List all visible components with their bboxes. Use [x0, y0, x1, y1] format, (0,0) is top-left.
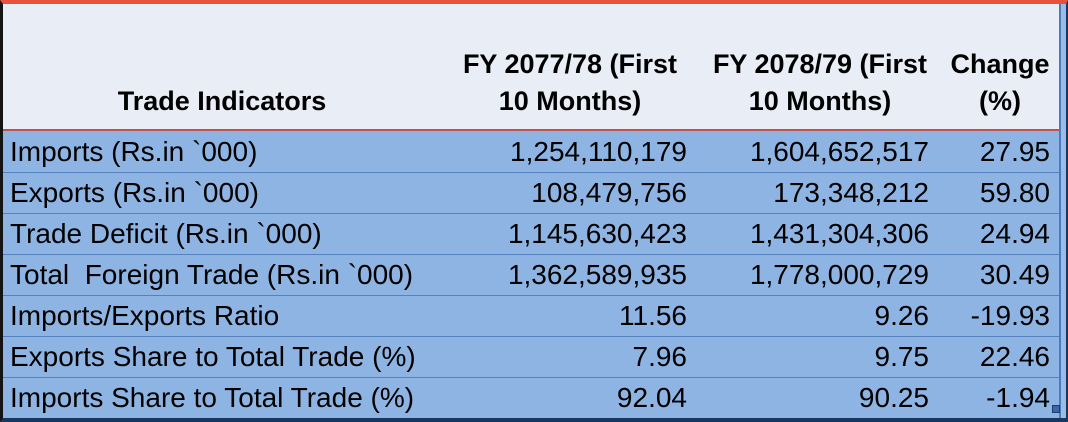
- col-header-fy-2077-78[interactable]: FY 2077/78 (First 10 Months): [441, 46, 699, 120]
- cell-indicator[interactable]: Imports/Exports Ratio: [10, 300, 280, 331]
- cell-fy-2077-78[interactable]: 1,145,630,423: [507, 218, 687, 249]
- cell-fy-2078-79[interactable]: 90.25: [858, 382, 929, 413]
- cell-indicator[interactable]: Exports (Rs.in `000): [10, 177, 259, 208]
- col-header-trade-indicators[interactable]: Trade Indicators: [117, 86, 327, 116]
- cell-indicator[interactable]: Exports Share to Total Trade (%): [10, 341, 416, 372]
- cell-fy-2078-79[interactable]: 1,431,304,306: [749, 218, 929, 249]
- cell-fy-2077-78[interactable]: 1,362,589,935: [507, 259, 687, 290]
- cell-change-pct[interactable]: 59.80: [979, 177, 1050, 208]
- cell-fy-2077-78[interactable]: 92.04: [616, 382, 687, 413]
- table-row-imports-exports-ratio: Imports/Exports Ratio 11.56 9.26 -19.93: [3, 295, 1059, 336]
- cell-fy-2077-78[interactable]: 11.56: [619, 300, 687, 331]
- cell-fy-2077-78[interactable]: 108,479,756: [531, 177, 687, 208]
- col-header-line: Change: [950, 49, 1050, 79]
- cell-fy-2078-79[interactable]: 9.26: [874, 300, 930, 331]
- cell-fy-2077-78[interactable]: 7.96: [632, 341, 688, 372]
- col-header-line: 10 Months): [748, 86, 892, 116]
- col-header-line: 10 Months): [498, 86, 642, 116]
- col-header-fy-2078-79[interactable]: FY 2078/79 (First 10 Months): [699, 46, 941, 120]
- table-header-row: Trade Indicators FY 2077/78 (First 10 Mo…: [3, 4, 1059, 131]
- cell-change-pct[interactable]: 27.95: [979, 135, 1050, 167]
- table-inner: Trade Indicators FY 2077/78 (First 10 Mo…: [3, 4, 1061, 418]
- col-header-line: (%): [979, 86, 1021, 116]
- cell-fy-2077-78[interactable]: 1,254,110,179: [510, 135, 687, 167]
- cell-change-pct[interactable]: 30.49: [979, 259, 1050, 290]
- table-row-imports: Imports (Rs.in `000) 1,254,110,179 1,604…: [3, 131, 1059, 172]
- table-row-exports: Exports (Rs.in `000) 108,479,756 173,348…: [3, 172, 1059, 213]
- table-body: Imports (Rs.in `000) 1,254,110,179 1,604…: [3, 131, 1059, 418]
- cell-fy-2078-79[interactable]: 1,604,652,517: [749, 135, 929, 167]
- col-header-line: FY 2078/79 (First: [712, 49, 928, 79]
- cell-indicator[interactable]: Trade Deficit (Rs.in `000): [10, 218, 322, 249]
- selection-fill-handle[interactable]: [1052, 405, 1060, 413]
- cell-fy-2078-79[interactable]: 1,778,000,729: [749, 259, 929, 290]
- cell-indicator[interactable]: Imports (Rs.in `000): [10, 135, 258, 167]
- col-header-line: FY 2077/78 (First: [462, 49, 678, 79]
- cell-change-pct[interactable]: 22.46: [979, 341, 1050, 372]
- cell-fy-2078-79[interactable]: 9.75: [874, 341, 930, 372]
- table-row-total-foreign-trade: Total Foreign Trade (Rs.in `000) 1,362,5…: [3, 254, 1059, 295]
- cell-change-pct[interactable]: 24.94: [979, 218, 1050, 249]
- table-row-imports-share: Imports Share to Total Trade (%) 92.04 9…: [3, 377, 1059, 418]
- table-row-exports-share: Exports Share to Total Trade (%) 7.96 9.…: [3, 336, 1059, 377]
- cell-change-pct[interactable]: -1.94: [986, 382, 1050, 413]
- cell-indicator[interactable]: Imports Share to Total Trade (%): [10, 382, 415, 413]
- cell-fy-2078-79[interactable]: 173,348,212: [773, 177, 929, 208]
- table-row-trade-deficit: Trade Deficit (Rs.in `000) 1,145,630,423…: [3, 213, 1059, 254]
- cell-change-pct[interactable]: -19.93: [970, 300, 1050, 331]
- cell-indicator[interactable]: Total Foreign Trade (Rs.in `000): [10, 259, 414, 290]
- col-header-change-pct[interactable]: Change (%): [941, 46, 1059, 120]
